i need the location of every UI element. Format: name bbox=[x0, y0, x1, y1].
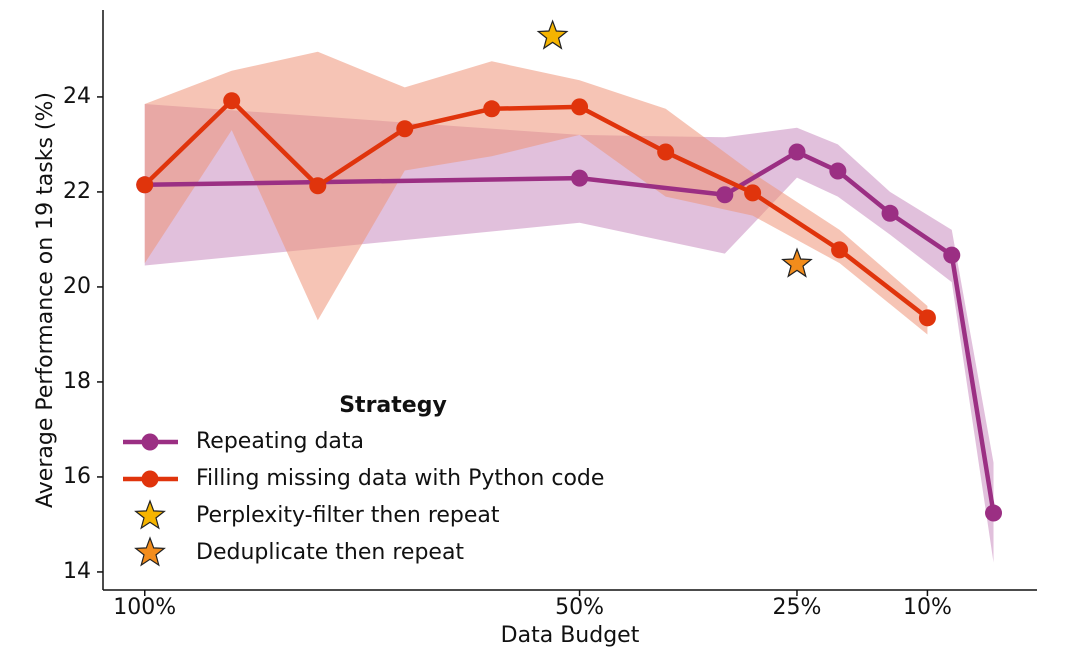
point bbox=[396, 120, 414, 138]
point bbox=[829, 162, 847, 180]
point bbox=[943, 246, 961, 264]
y-axis-label: Average Performance on 19 tasks (%) bbox=[33, 92, 58, 508]
point bbox=[918, 309, 936, 327]
legend-marker bbox=[141, 470, 159, 488]
y-tick-label: 14 bbox=[63, 559, 91, 584]
y-tick-label: 22 bbox=[63, 179, 91, 204]
legend-label: Filling missing data with Python code bbox=[196, 466, 604, 491]
y-tick-label: 24 bbox=[63, 84, 91, 109]
point bbox=[223, 92, 241, 110]
point bbox=[483, 100, 501, 118]
star-marker bbox=[781, 247, 813, 278]
legend-title: Strategy bbox=[339, 393, 447, 418]
point bbox=[744, 184, 762, 202]
x-tick-label: 10% bbox=[903, 595, 952, 620]
x-tick-label: 25% bbox=[773, 595, 822, 620]
legend-label: Perplexity-filter then repeat bbox=[196, 503, 500, 528]
x-tick-label: 100% bbox=[113, 595, 176, 620]
point bbox=[831, 241, 849, 259]
point bbox=[881, 204, 899, 222]
point bbox=[657, 143, 675, 161]
y-tick-label: 18 bbox=[63, 369, 91, 394]
legend-marker bbox=[141, 433, 159, 451]
legend-label: Repeating data bbox=[196, 429, 364, 454]
x-tick-label: 50% bbox=[555, 595, 604, 620]
y-tick-label: 20 bbox=[63, 274, 91, 299]
legend-star bbox=[134, 499, 166, 530]
point bbox=[136, 176, 154, 194]
point bbox=[571, 169, 589, 187]
legend-label: Deduplicate then repeat bbox=[196, 540, 464, 565]
line bbox=[144, 149, 996, 514]
point bbox=[716, 186, 734, 204]
x-axis-label: Data Budget bbox=[501, 623, 640, 648]
confidence-band bbox=[144, 51, 928, 335]
point bbox=[571, 98, 589, 116]
star-marker bbox=[536, 19, 569, 50]
point bbox=[985, 504, 1003, 522]
point bbox=[788, 143, 806, 161]
point bbox=[309, 177, 327, 195]
legend-star bbox=[134, 536, 166, 567]
line bbox=[143, 98, 929, 320]
y-tick-label: 16 bbox=[63, 464, 91, 489]
